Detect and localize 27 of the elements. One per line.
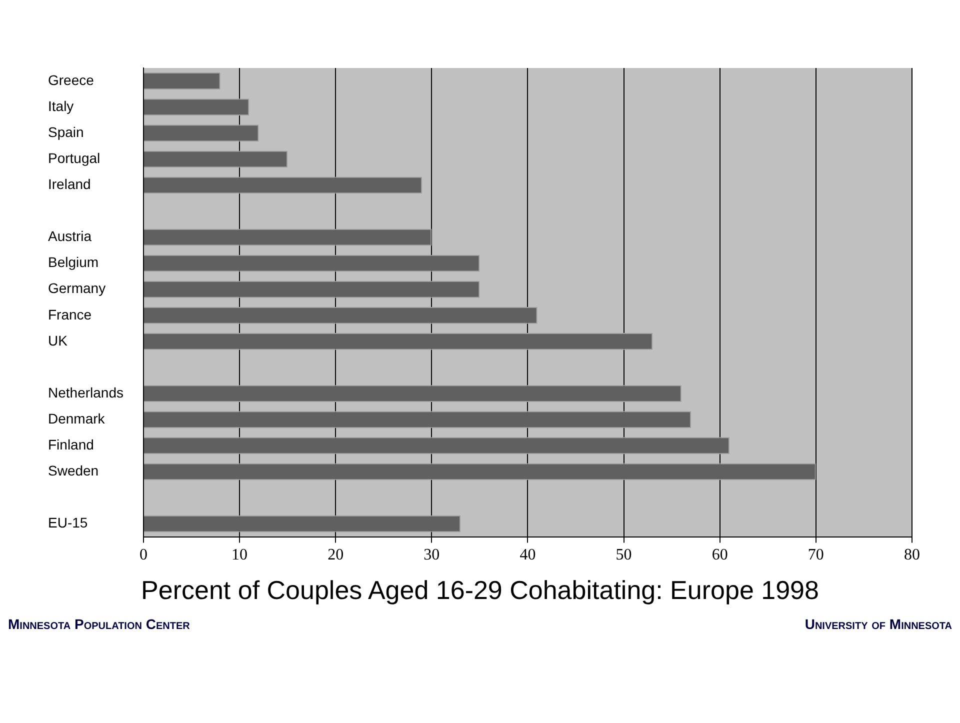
y-tick-label: UK — [48, 332, 68, 348]
y-tick-label: Netherlands — [48, 384, 124, 400]
y-tick-label: Belgium — [48, 254, 99, 270]
x-tick-label: 80 — [904, 546, 920, 564]
y-tick-label: Spain — [48, 124, 84, 140]
y-tick-label: Germany — [48, 280, 106, 296]
text: Percent of Couples Aged 16-29 Cohabitating: Europe 1998 — [140, 574, 820, 606]
x-tick-label: 20 — [328, 546, 344, 564]
y-tick-label: Portugal — [48, 150, 100, 166]
y-tick-label: Italy — [48, 98, 74, 114]
x-tick-label: 50 — [616, 546, 632, 564]
x-tick-label: 0 — [139, 546, 148, 564]
text: University of Minnesota — [804, 616, 952, 632]
y-tick-label: Austria — [48, 228, 92, 244]
y-tick-label: Finland — [48, 436, 94, 453]
y-tick-label: Greece — [48, 72, 94, 88]
y-tick-label: Ireland — [48, 176, 91, 192]
y-tick-label: EU-15 — [48, 514, 88, 531]
y-tick-label: France — [48, 306, 92, 322]
x-tick-label: 10 — [232, 546, 248, 564]
y-tick-label: Denmark — [48, 410, 106, 426]
x-tick-label: 60 — [712, 546, 728, 564]
x-tick-label: 70 — [808, 546, 824, 564]
x-tick-label: 40 — [520, 546, 536, 564]
text: Minnesota Population Center — [8, 616, 190, 632]
x-tick-label: 30 — [424, 546, 440, 564]
y-tick-label: Sweden — [48, 462, 99, 479]
